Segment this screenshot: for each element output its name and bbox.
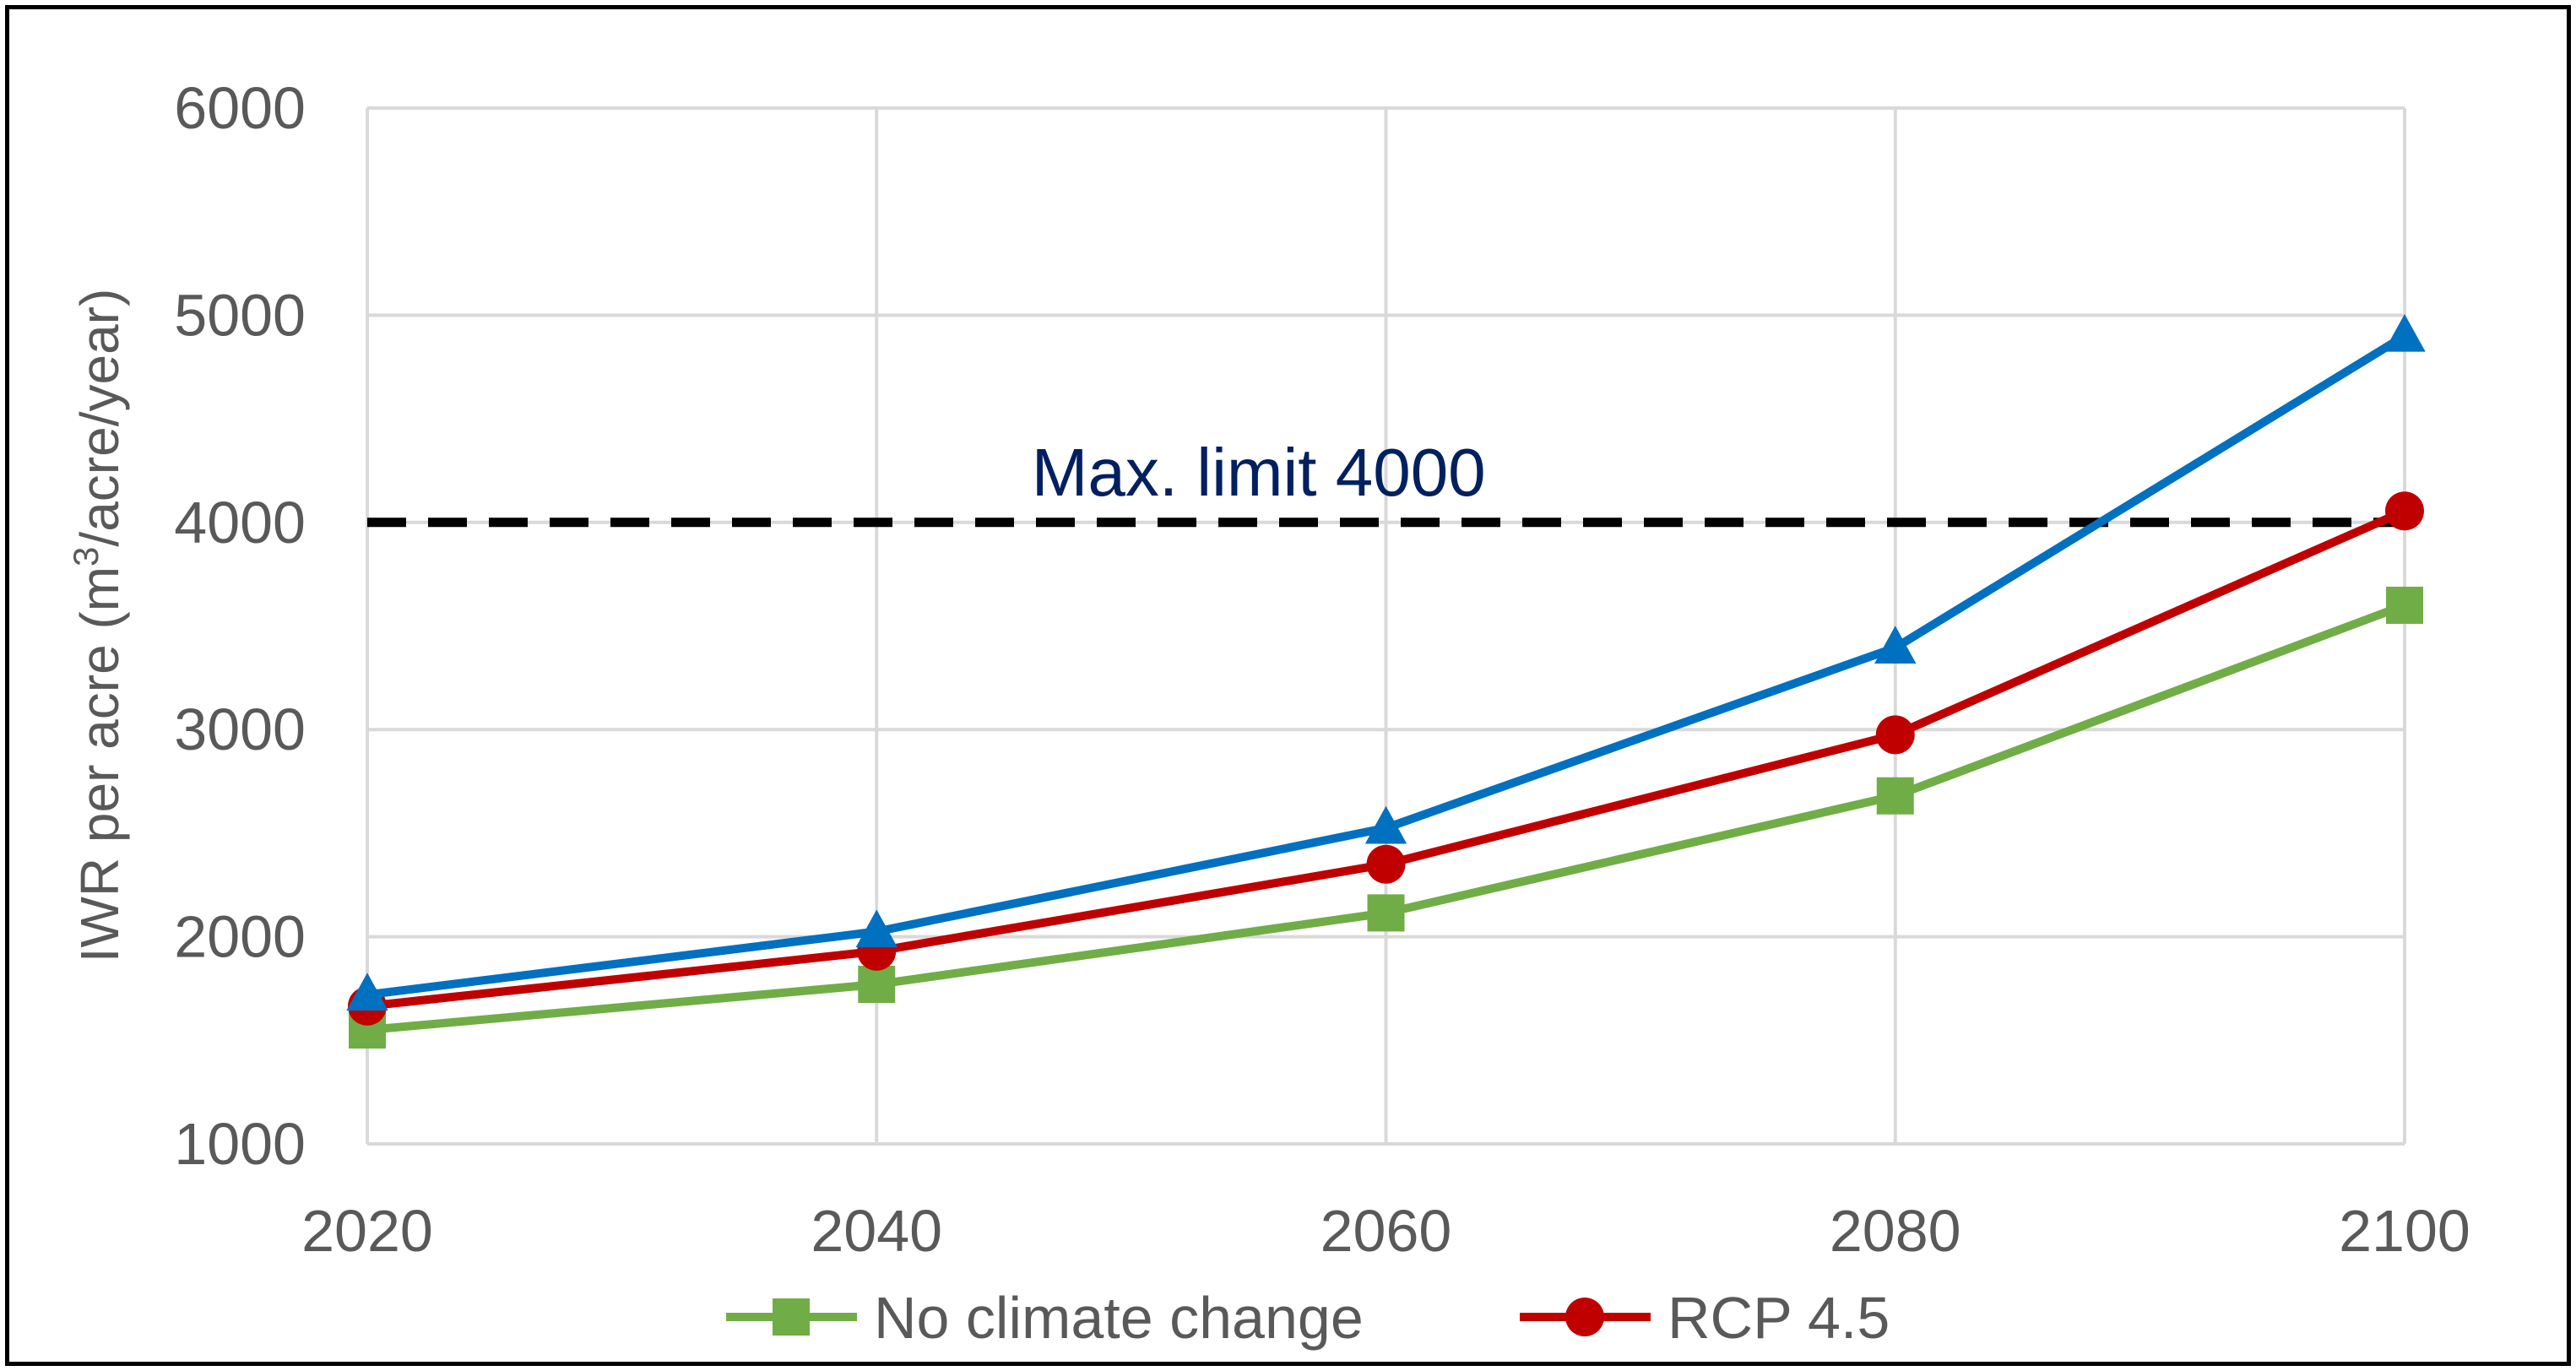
y-axis-title: IWR per acre (m3/acre/year): [66, 289, 130, 963]
data-point-no-climate-change-2060: [1367, 894, 1405, 932]
series-lines: [346, 313, 2426, 1049]
series-series-3: [346, 313, 2426, 1011]
data-point-rcp-4-5-2100: [2385, 491, 2424, 531]
legend: No climate change RCP 4.5: [726, 1285, 1890, 1351]
y-tick-label: 4000: [174, 490, 306, 555]
x-tick-label: 2100: [2339, 1198, 2470, 1264]
x-tick-label: 2020: [301, 1198, 433, 1264]
series-no-climate-change: [349, 586, 2423, 1049]
legend-marker-no-climate-change: [773, 1298, 810, 1336]
legend-marker-rcp-4-5: [1565, 1298, 1604, 1336]
x-tick-label: 2060: [1321, 1198, 1452, 1264]
data-point-no-climate-change-2040: [858, 966, 896, 1004]
max-limit-annotation: Max. limit 4000: [1032, 435, 1486, 510]
y-tick-label: 5000: [174, 282, 306, 348]
data-point-series-3-2040: [855, 909, 898, 948]
data-point-series-3-2100: [2383, 313, 2426, 352]
data-point-series-3-2060: [1364, 805, 1407, 844]
data-point-no-climate-change-2100: [2386, 586, 2423, 624]
gridlines: [366, 106, 2406, 1146]
legend-label-no-climate-change: No climate change: [874, 1285, 1364, 1351]
y-tick-label: 3000: [174, 696, 306, 762]
reference-line-group: Max. limit 4000: [367, 435, 2405, 528]
x-tick-label: 2080: [1830, 1198, 1961, 1264]
data-point-series-3-2020: [346, 973, 388, 1011]
data-point-no-climate-change-2080: [1876, 777, 1914, 815]
legend-label-rcp-4-5: RCP 4.5: [1668, 1285, 1890, 1351]
chart-frame: [5, 5, 2571, 1366]
legend-item-no-climate-change: No climate change: [726, 1285, 1364, 1351]
axis-labels: 1000 2000 3000 4000 5000 6000 2020 2040 2060 2080…: [174, 75, 2470, 1264]
y-tick-label: 6000: [174, 75, 306, 141]
x-tick-label: 2040: [811, 1198, 942, 1264]
legend-item-rcp-4-5: RCP 4.5: [1520, 1285, 1890, 1351]
data-point-rcp-4-5-2080: [1875, 715, 1915, 755]
data-point-series-3-2080: [1874, 626, 1917, 664]
data-point-rcp-4-5-2060: [1366, 844, 1406, 884]
y-tick-label: 2000: [174, 904, 306, 970]
y-tick-label: 1000: [174, 1111, 306, 1177]
